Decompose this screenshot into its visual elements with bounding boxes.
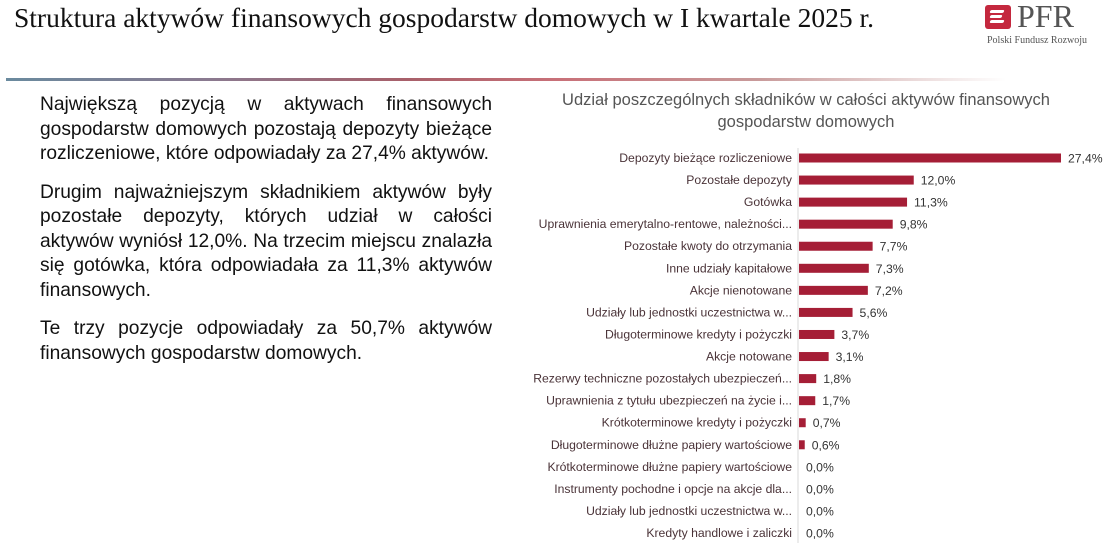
value-label: 7,3% (876, 262, 904, 276)
body-text: Największą pozycją w aktywach finansowyc… (40, 93, 492, 380)
value-label: 5,6% (860, 306, 888, 320)
category-label: Rezerwy techniczne pozostałych ubezpiecz… (533, 372, 792, 386)
paragraph-3: Te trzy pozycje odpowiadały za 50,7% akt… (40, 318, 492, 364)
paragraph-2: Drugim najważniejszym składnikiem aktywó… (40, 181, 492, 301)
category-label: Depozyty bieżące rozliczeniowe (619, 151, 792, 165)
value-label: 1,8% (823, 372, 851, 386)
category-label: Uprawnienia emerytalno-rentowe, należnoś… (539, 217, 792, 231)
bar (799, 241, 873, 251)
category-label: Udziały lub jednostki uczestnictwa w... (586, 305, 792, 319)
bar (799, 219, 893, 229)
value-label: 7,7% (880, 240, 908, 254)
bar (799, 396, 816, 406)
category-label: Długoterminowe dłużne papiery wartościow… (551, 438, 792, 452)
value-label: 0,0% (806, 460, 834, 474)
logo-text: PFR (1017, 0, 1074, 34)
value-label: 0,7% (813, 416, 841, 430)
bar (799, 175, 914, 185)
bar (799, 153, 1061, 163)
paragraph-1: Największą pozycją w aktywach finansowyc… (40, 94, 492, 164)
chart-title: Udział poszczególnych składników w całoś… (562, 91, 1050, 131)
value-label: 3,7% (841, 328, 869, 342)
category-label: Akcje nienotowane (690, 283, 793, 297)
value-label: 0,0% (806, 527, 834, 541)
category-label: Udziały lub jednostki uczestnictwa w... (586, 504, 792, 518)
category-label: Inne udziały kapitałowe (666, 261, 792, 275)
value-label: 12,0% (921, 174, 956, 188)
value-label: 27,4% (1068, 152, 1103, 166)
category-label: Gotówka (744, 195, 792, 209)
bar (799, 440, 805, 450)
category-label: Instrumenty pochodne i opcje na akcje dl… (554, 482, 792, 496)
pfr-logo-icon (985, 5, 1011, 29)
bar (799, 197, 908, 207)
category-label: Krótkoterminowe kredyty i pożyczki (602, 416, 792, 430)
bar (799, 352, 829, 362)
header-divider (6, 78, 1006, 81)
category-label: Krótkoterminowe dłużne papiery wartościo… (547, 460, 792, 474)
value-label: 0,0% (806, 482, 834, 496)
bar (799, 263, 869, 273)
category-label: Akcje notowane (706, 350, 792, 364)
value-label: 11,3% (914, 196, 948, 210)
category-label: Uprawnienia z tytułu ubezpieczeń na życi… (546, 394, 792, 408)
value-label: 3,1% (836, 350, 864, 364)
page-title: Struktura aktywów finansowych gospodarst… (14, 2, 874, 33)
value-label: 1,7% (822, 394, 850, 408)
value-label: 0,0% (806, 504, 834, 518)
bar (799, 285, 868, 295)
category-label: Kredyty handlowe i zaliczki (646, 526, 792, 540)
pfr-logo: PFR Polski Fundusz Rozwoju (985, 0, 1105, 52)
bar (799, 418, 806, 428)
bar (799, 374, 817, 384)
logo-subtitle: Polski Fundusz Rozwoju (987, 35, 1088, 46)
category-label: Pozostałe depozyty (686, 173, 793, 187)
value-label: 9,8% (900, 218, 928, 232)
category-label: Długoterminowe kredyty i pożyczki (605, 327, 792, 341)
category-label: Pozostałe kwoty do otrzymania (624, 239, 792, 253)
value-label: 7,2% (875, 284, 903, 298)
value-label: 0,6% (812, 438, 840, 452)
bar (799, 329, 835, 339)
bar (799, 307, 853, 317)
